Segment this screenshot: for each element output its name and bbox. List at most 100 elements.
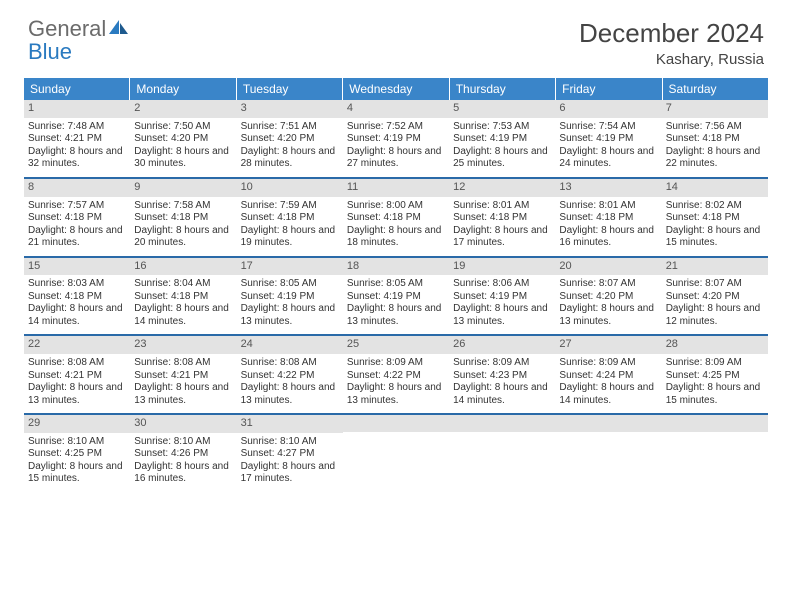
daylight-line: Daylight: 8 hours and 21 minutes. [28, 225, 126, 250]
day-number: 30 [130, 415, 236, 433]
day-header: Wednesday [343, 78, 449, 100]
day-cell: 21Sunrise: 8:07 AMSunset: 4:20 PMDayligh… [662, 258, 768, 335]
day-cell: 4Sunrise: 7:52 AMSunset: 4:19 PMDaylight… [343, 100, 449, 177]
daylight-line: Daylight: 8 hours and 13 minutes. [347, 303, 445, 328]
day-number: 11 [343, 179, 449, 197]
sunset-line: Sunset: 4:18 PM [28, 212, 126, 225]
day-cell: 10Sunrise: 7:59 AMSunset: 4:18 PMDayligh… [237, 179, 343, 256]
day-number: 13 [555, 179, 661, 197]
day-cell: 24Sunrise: 8:08 AMSunset: 4:22 PMDayligh… [237, 336, 343, 413]
day-header: Sunday [24, 78, 130, 100]
sunrise-line: Sunrise: 8:01 AM [453, 200, 551, 213]
sunset-line: Sunset: 4:18 PM [134, 291, 232, 304]
sunset-line: Sunset: 4:18 PM [666, 133, 764, 146]
sunset-line: Sunset: 4:24 PM [559, 370, 657, 383]
sunrise-line: Sunrise: 8:09 AM [666, 357, 764, 370]
sunrise-line: Sunrise: 7:48 AM [28, 121, 126, 134]
sunset-line: Sunset: 4:23 PM [453, 370, 551, 383]
daylight-line: Daylight: 8 hours and 28 minutes. [241, 146, 339, 171]
header: General Blue December 2024 Kashary, Russ… [0, 0, 792, 72]
daylight-line: Daylight: 8 hours and 30 minutes. [134, 146, 232, 171]
sunrise-line: Sunrise: 8:06 AM [453, 278, 551, 291]
sunrise-line: Sunrise: 8:07 AM [666, 278, 764, 291]
day-cell: 28Sunrise: 8:09 AMSunset: 4:25 PMDayligh… [662, 336, 768, 413]
daylight-line: Daylight: 8 hours and 12 minutes. [666, 303, 764, 328]
day-number: 17 [237, 258, 343, 276]
daylight-line: Daylight: 8 hours and 20 minutes. [134, 225, 232, 250]
sunset-line: Sunset: 4:18 PM [28, 291, 126, 304]
sunset-line: Sunset: 4:19 PM [453, 133, 551, 146]
sunset-line: Sunset: 4:19 PM [241, 291, 339, 304]
day-cell: 16Sunrise: 8:04 AMSunset: 4:18 PMDayligh… [130, 258, 236, 335]
day-cell: 9Sunrise: 7:58 AMSunset: 4:18 PMDaylight… [130, 179, 236, 256]
sunrise-line: Sunrise: 8:10 AM [28, 436, 126, 449]
day-number: 8 [24, 179, 130, 197]
day-cell: 7Sunrise: 7:56 AMSunset: 4:18 PMDaylight… [662, 100, 768, 177]
sunrise-line: Sunrise: 7:58 AM [134, 200, 232, 213]
day-cell [343, 415, 449, 492]
daylight-line: Daylight: 8 hours and 16 minutes. [559, 225, 657, 250]
sunset-line: Sunset: 4:18 PM [134, 212, 232, 225]
day-cell: 26Sunrise: 8:09 AMSunset: 4:23 PMDayligh… [449, 336, 555, 413]
sunset-line: Sunset: 4:20 PM [559, 291, 657, 304]
sunset-line: Sunset: 4:20 PM [241, 133, 339, 146]
daylight-line: Daylight: 8 hours and 32 minutes. [28, 146, 126, 171]
day-number: 12 [449, 179, 555, 197]
daylight-line: Daylight: 8 hours and 14 minutes. [453, 382, 551, 407]
daylight-line: Daylight: 8 hours and 13 minutes. [453, 303, 551, 328]
sunrise-line: Sunrise: 8:01 AM [559, 200, 657, 213]
logo: General Blue [28, 18, 130, 64]
logo-sail-icon [108, 18, 130, 36]
sunrise-line: Sunrise: 8:09 AM [453, 357, 551, 370]
sunset-line: Sunset: 4:19 PM [559, 133, 657, 146]
sunrise-line: Sunrise: 8:05 AM [241, 278, 339, 291]
day-cell [555, 415, 661, 492]
day-number: 23 [130, 336, 236, 354]
daylight-line: Daylight: 8 hours and 13 minutes. [241, 382, 339, 407]
day-cell: 12Sunrise: 8:01 AMSunset: 4:18 PMDayligh… [449, 179, 555, 256]
sunset-line: Sunset: 4:21 PM [28, 370, 126, 383]
day-cell: 6Sunrise: 7:54 AMSunset: 4:19 PMDaylight… [555, 100, 661, 177]
day-number [555, 415, 661, 432]
day-cell: 31Sunrise: 8:10 AMSunset: 4:27 PMDayligh… [237, 415, 343, 492]
daylight-line: Daylight: 8 hours and 25 minutes. [453, 146, 551, 171]
day-number: 16 [130, 258, 236, 276]
daylight-line: Daylight: 8 hours and 27 minutes. [347, 146, 445, 171]
day-header: Saturday [663, 78, 768, 100]
day-header: Monday [130, 78, 236, 100]
day-cell [449, 415, 555, 492]
daylight-line: Daylight: 8 hours and 15 minutes. [666, 382, 764, 407]
location-label: Kashary, Russia [579, 51, 764, 68]
logo-text-gray: General [28, 16, 106, 41]
sunrise-line: Sunrise: 7:57 AM [28, 200, 126, 213]
day-cell: 8 Sunrise: 7:57 AMSunset: 4:18 PMDaylight… [24, 179, 130, 256]
sunset-line: Sunset: 4:20 PM [134, 133, 232, 146]
day-number: 19 [449, 258, 555, 276]
sunrise-line: Sunrise: 8:07 AM [559, 278, 657, 291]
day-cell: 22Sunrise: 8:08 AMSunset: 4:21 PMDayligh… [24, 336, 130, 413]
day-number: 31 [237, 415, 343, 433]
week-row: 15Sunrise: 8:03 AMSunset: 4:18 PMDayligh… [24, 258, 768, 337]
sunset-line: Sunset: 4:19 PM [347, 133, 445, 146]
day-header-row: SundayMondayTuesdayWednesdayThursdayFrid… [24, 78, 768, 100]
day-number: 4 [343, 100, 449, 118]
day-cell [662, 415, 768, 492]
daylight-line: Daylight: 8 hours and 19 minutes. [241, 225, 339, 250]
day-cell: 18Sunrise: 8:05 AMSunset: 4:19 PMDayligh… [343, 258, 449, 335]
day-cell: 11Sunrise: 8:00 AMSunset: 4:18 PMDayligh… [343, 179, 449, 256]
day-cell: 15Sunrise: 8:03 AMSunset: 4:18 PMDayligh… [24, 258, 130, 335]
day-cell: 27Sunrise: 8:09 AMSunset: 4:24 PMDayligh… [555, 336, 661, 413]
day-number: 22 [24, 336, 130, 354]
sunrise-line: Sunrise: 7:54 AM [559, 121, 657, 134]
week-row: 8Sunrise: 7:57 AMSunset: 4:18 PMDaylight… [24, 179, 768, 258]
week-row: 22Sunrise: 8:08 AMSunset: 4:21 PMDayligh… [24, 336, 768, 415]
daylight-line: Daylight: 8 hours and 13 minutes. [241, 303, 339, 328]
day-number: 27 [555, 336, 661, 354]
sunset-line: Sunset: 4:18 PM [241, 212, 339, 225]
sunset-line: Sunset: 4:18 PM [347, 212, 445, 225]
daylight-line: Daylight: 8 hours and 13 minutes. [559, 303, 657, 328]
sunrise-line: Sunrise: 7:50 AM [134, 121, 232, 134]
day-number [449, 415, 555, 432]
sunset-line: Sunset: 4:21 PM [134, 370, 232, 383]
day-cell: 19Sunrise: 8:06 AMSunset: 4:19 PMDayligh… [449, 258, 555, 335]
